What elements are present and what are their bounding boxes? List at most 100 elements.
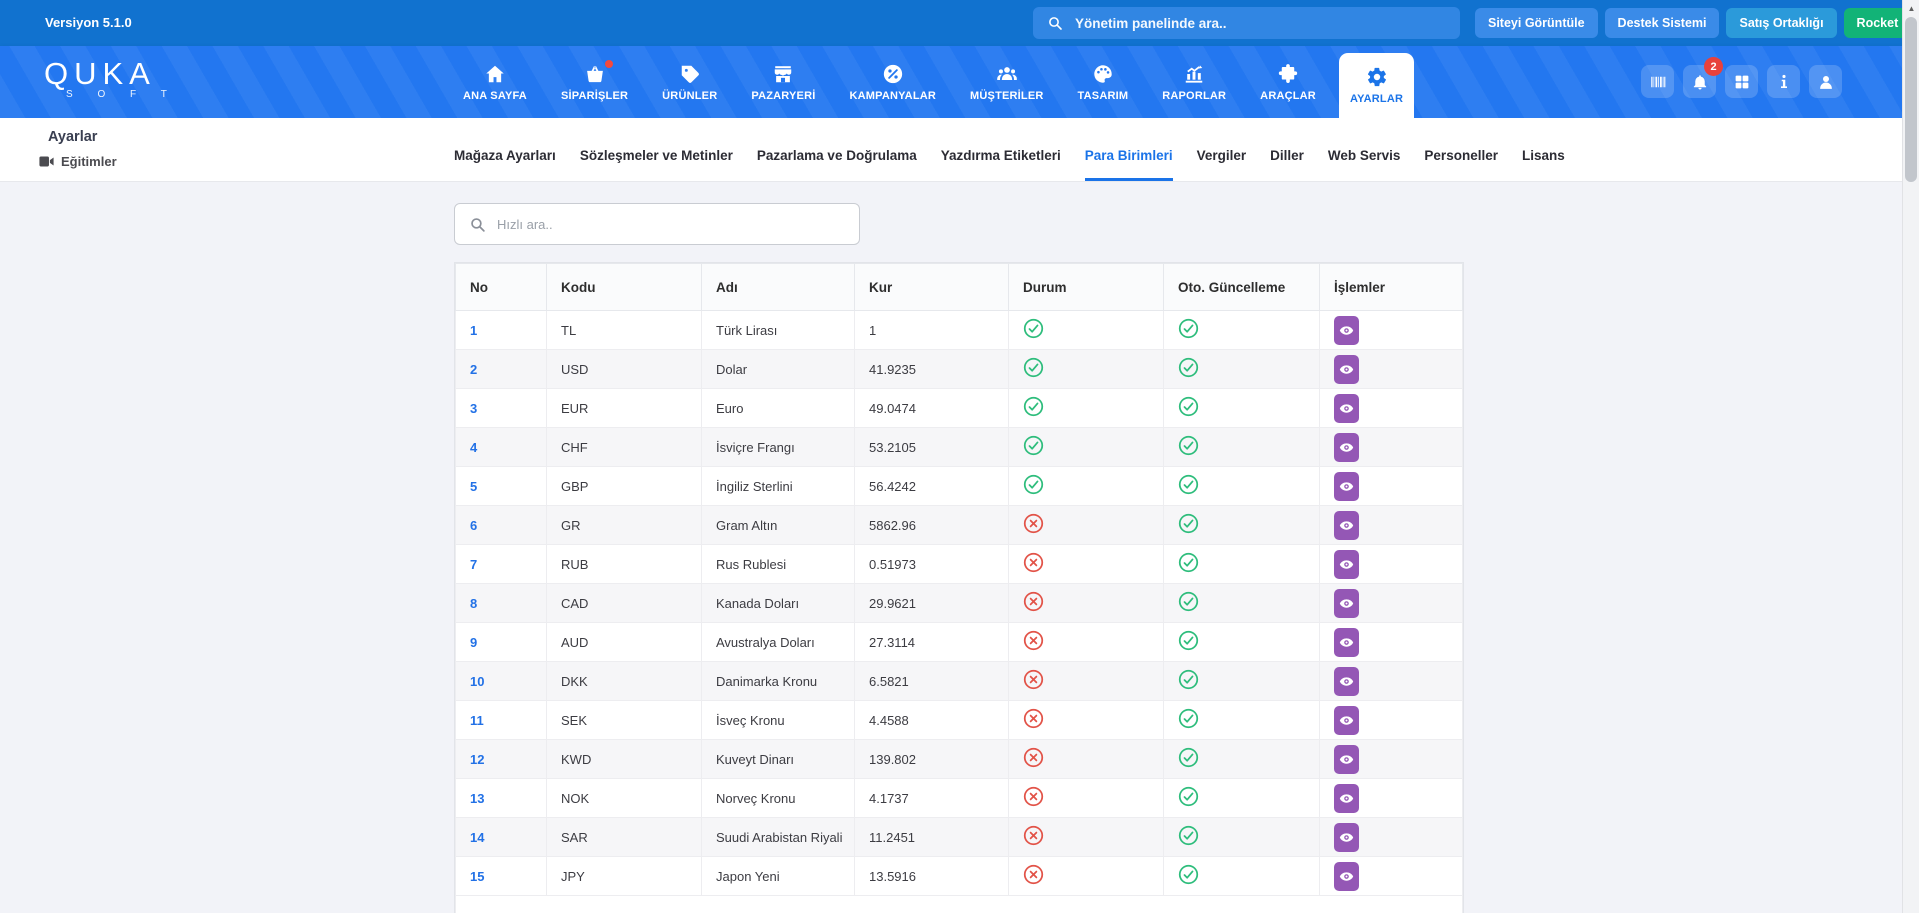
x-circle-icon[interactable]: [1023, 864, 1044, 885]
row-number-link[interactable]: 10: [470, 673, 485, 689]
check-circle-icon[interactable]: [1178, 864, 1199, 885]
x-circle-icon[interactable]: [1023, 591, 1044, 612]
satis-ortakligi-button[interactable]: Satış Ortaklığı: [1726, 8, 1837, 38]
check-circle-icon[interactable]: [1178, 474, 1199, 495]
check-circle-icon[interactable]: [1023, 435, 1044, 456]
check-circle-icon[interactable]: [1178, 318, 1199, 339]
nav-item-tasarim[interactable]: TASARIM: [1067, 46, 1140, 118]
check-circle-icon[interactable]: [1178, 435, 1199, 456]
x-circle-icon[interactable]: [1023, 786, 1044, 807]
admin-search-bar[interactable]: [1033, 7, 1460, 39]
tab-diller[interactable]: Diller: [1270, 148, 1304, 163]
tab-para-birimleri[interactable]: Para Birimleri: [1084, 135, 1173, 181]
scrollbar-thumb[interactable]: [1905, 17, 1917, 182]
check-circle-icon[interactable]: [1178, 630, 1199, 651]
nav-item-pazaryeri[interactable]: PAZARYERİ: [740, 46, 826, 118]
check-circle-icon[interactable]: [1023, 474, 1044, 495]
row-number-link[interactable]: 13: [470, 790, 485, 806]
x-circle-icon[interactable]: [1023, 708, 1044, 729]
tab-web-servis[interactable]: Web Servis: [1327, 148, 1401, 163]
row-number-link[interactable]: 7: [470, 556, 478, 572]
account-button[interactable]: [1809, 65, 1842, 98]
row-number-link[interactable]: 11: [470, 712, 484, 728]
row-number-link[interactable]: 6: [470, 517, 478, 533]
row-number-link[interactable]: 1: [470, 322, 478, 338]
nav-item-kampanyalar[interactable]: KAMPANYALAR: [838, 46, 947, 118]
check-circle-icon[interactable]: [1178, 669, 1199, 690]
tab-vergiler[interactable]: Vergiler: [1196, 148, 1247, 163]
view-currency-button[interactable]: [1334, 471, 1359, 501]
apps-button[interactable]: [1725, 65, 1758, 98]
admin-search-input[interactable]: [1075, 15, 1446, 31]
trainings-link[interactable]: Eğitimler: [38, 153, 117, 170]
x-circle-icon[interactable]: [1023, 825, 1044, 846]
view-currency-button[interactable]: [1334, 393, 1359, 423]
nav-item-urunler[interactable]: ÜRÜNLER: [651, 46, 728, 118]
view-currency-button[interactable]: [1334, 744, 1359, 774]
view-currency-button[interactable]: [1334, 666, 1359, 696]
notifications-button[interactable]: 2: [1683, 57, 1723, 98]
tab-yazdirma-etiketleri[interactable]: Yazdırma Etiketleri: [940, 148, 1061, 163]
nav-item-araclar[interactable]: ARAÇLAR: [1249, 46, 1327, 118]
x-circle-icon[interactable]: [1023, 747, 1044, 768]
check-circle-icon[interactable]: [1178, 357, 1199, 378]
check-circle-icon[interactable]: [1178, 708, 1199, 729]
view-currency-button[interactable]: [1334, 315, 1359, 345]
x-circle-icon[interactable]: [1023, 513, 1044, 534]
quick-search-input[interactable]: [497, 216, 845, 232]
destek-sistemi-button[interactable]: Destek Sistemi: [1604, 8, 1720, 38]
x-circle-icon[interactable]: [1023, 630, 1044, 651]
tab-pazarlama-ve-dogrulama[interactable]: Pazarlama ve Doğrulama: [756, 148, 917, 163]
check-circle-icon[interactable]: [1178, 825, 1199, 846]
check-circle-icon[interactable]: [1178, 513, 1199, 534]
row-number-link[interactable]: 4: [470, 439, 478, 455]
row-number-link[interactable]: 8: [470, 595, 478, 611]
table-row: 2 USD Dolar 41.9235: [455, 349, 1463, 389]
view-currency-button[interactable]: [1334, 432, 1359, 462]
check-circle-icon[interactable]: [1023, 318, 1044, 339]
row-number-link[interactable]: 12: [470, 751, 485, 767]
row-number-link[interactable]: 14: [470, 829, 485, 845]
quka-soft-logo[interactable]: QUKA S O F T: [44, 58, 178, 100]
x-circle-icon[interactable]: [1023, 552, 1044, 573]
quick-search-box[interactable]: [454, 203, 860, 245]
check-circle-icon[interactable]: [1023, 396, 1044, 417]
nav-item-siparisler[interactable]: SİPARİŞLER: [550, 46, 639, 118]
view-currency-button[interactable]: [1334, 705, 1359, 735]
row-number-link[interactable]: 15: [470, 868, 485, 884]
view-currency-button[interactable]: [1334, 510, 1359, 540]
view-currency-button[interactable]: [1334, 822, 1359, 852]
row-number-link[interactable]: 3: [470, 400, 478, 416]
view-currency-button[interactable]: [1334, 588, 1359, 618]
nav-item-raporlar[interactable]: RAPORLAR: [1151, 46, 1237, 118]
view-currency-button[interactable]: [1334, 783, 1359, 813]
check-circle-icon[interactable]: [1178, 747, 1199, 768]
check-circle-icon[interactable]: [1178, 591, 1199, 612]
tab-magaza-ayarlari[interactable]: Mağaza Ayarları: [454, 148, 556, 163]
row-number-link[interactable]: 9: [470, 634, 478, 650]
currency-code-cell: KWD: [546, 739, 702, 779]
check-circle-icon[interactable]: [1178, 786, 1199, 807]
view-currency-button[interactable]: [1334, 354, 1359, 384]
row-number-link[interactable]: 2: [470, 361, 478, 377]
view-currency-button[interactable]: [1334, 549, 1359, 579]
nav-item-ana-sayfa[interactable]: ANA SAYFA: [452, 46, 538, 118]
check-circle-icon[interactable]: [1023, 357, 1044, 378]
scrollbar-up-arrow[interactable]: ▲: [1907, 3, 1916, 13]
check-circle-icon[interactable]: [1178, 396, 1199, 417]
info-button[interactable]: [1767, 65, 1800, 98]
nav-item-musteriler[interactable]: MÜŞTERİLER: [959, 46, 1055, 118]
view-currency-button[interactable]: [1334, 861, 1359, 891]
tab-personeller[interactable]: Personeller: [1424, 148, 1498, 163]
search-icon: [1049, 17, 1062, 30]
x-circle-icon[interactable]: [1023, 669, 1044, 690]
rocket-button[interactable]: Rocket: [1843, 8, 1912, 38]
barcode-button[interactable]: [1641, 65, 1674, 98]
check-circle-icon[interactable]: [1178, 552, 1199, 573]
tab-sozlesmeler-ve-metinler[interactable]: Sözleşmeler ve Metinler: [579, 148, 733, 163]
siteyi-goruntule-button[interactable]: Siteyi Görüntüle: [1475, 8, 1598, 38]
view-currency-button[interactable]: [1334, 627, 1359, 657]
nav-item-ayarlar[interactable]: AYARLAR: [1338, 53, 1415, 118]
row-number-link[interactable]: 5: [470, 478, 478, 494]
tab-lisans[interactable]: Lisans: [1521, 148, 1565, 163]
